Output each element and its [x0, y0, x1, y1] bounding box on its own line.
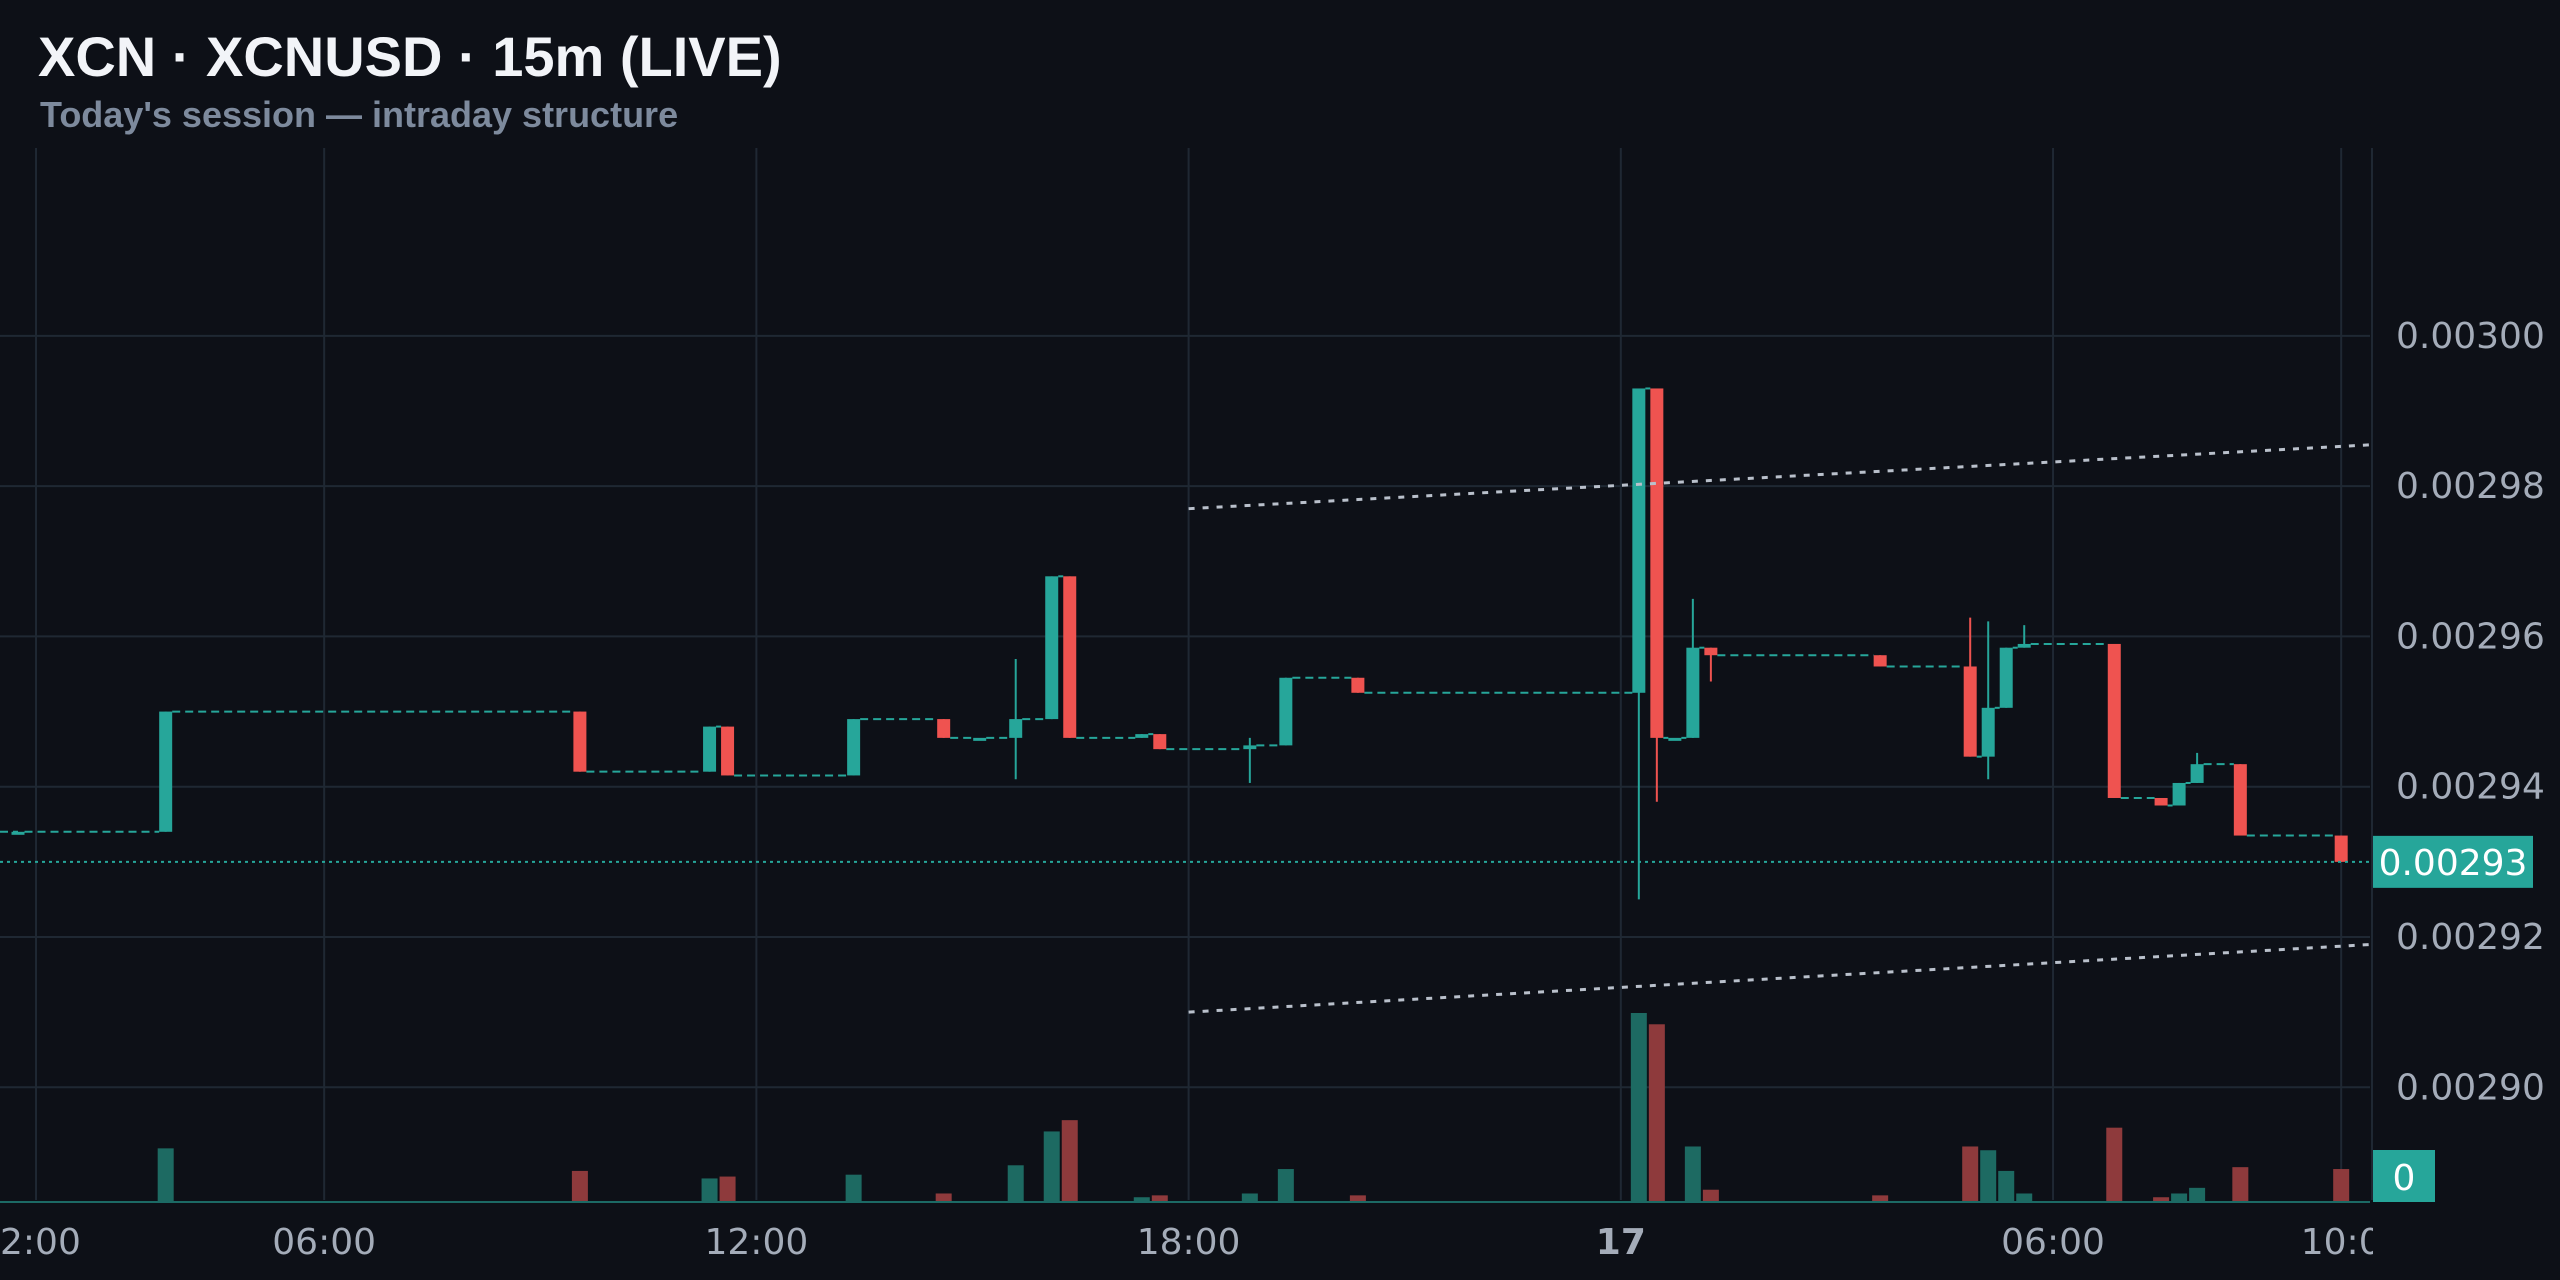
- x-tick-label: 12:00: [705, 1222, 809, 1263]
- candle-body: [973, 737, 987, 741]
- y-tick-label: 0.00298: [2396, 466, 2545, 507]
- volume-bar: [719, 1176, 736, 1201]
- volume-bar: [571, 1170, 588, 1201]
- volume-bar: [2016, 1193, 2033, 1201]
- volume-value-label: 0: [2393, 1158, 2416, 1199]
- candle-body: [2172, 782, 2186, 806]
- candle-body: [1686, 647, 1700, 738]
- volume-bar: [1872, 1195, 1889, 1201]
- chart-title: XCN · XCNUSD · 15m (LIVE): [38, 25, 782, 88]
- y-tick-label: 0.00294: [2396, 767, 2545, 808]
- volume-bar: [1133, 1197, 1150, 1201]
- y-tick-label: 0.00296: [2396, 616, 2545, 657]
- volume-bar: [2333, 1169, 2350, 1201]
- candle-body: [1999, 647, 2013, 708]
- candle-body: [1650, 388, 1664, 738]
- volume-value-tag: [2373, 1150, 2435, 1202]
- volume-bar: [2153, 1197, 2170, 1201]
- candle-body: [1351, 677, 1365, 693]
- x-tick-label: 18:00: [1137, 1222, 1241, 1263]
- candle-body: [1243, 745, 1257, 750]
- x-tick-label: 17: [1596, 1222, 1646, 1263]
- candle-body: [573, 711, 587, 772]
- candle-body: [1279, 677, 1293, 746]
- chart-subtitle: Today's session — intraday structure: [40, 94, 679, 135]
- x-tick-label: 06:00: [272, 1222, 376, 1263]
- candle-body: [2190, 764, 2204, 783]
- candle-body: [2233, 764, 2247, 836]
- candle-body: [159, 711, 173, 832]
- candle-body: [1153, 734, 1167, 750]
- volume-bar: [1043, 1131, 1060, 1201]
- candle-body: [2154, 797, 2168, 806]
- volume-bar: [157, 1148, 174, 1201]
- volume-bar: [1241, 1193, 1258, 1201]
- x-tick-label: 2:00: [0, 1222, 81, 1263]
- volume-bar: [1151, 1195, 1168, 1201]
- volume-bar: [701, 1178, 718, 1201]
- candle-body: [1063, 576, 1077, 738]
- y-tick-label: 0.00292: [2396, 917, 2545, 958]
- volume-bar: [845, 1174, 862, 1201]
- last-price-tag: [2373, 835, 2533, 888]
- volume-bar: [2232, 1167, 2249, 1201]
- volume-bar: [1349, 1195, 1366, 1201]
- volume-bar: [935, 1193, 952, 1201]
- candle-body: [703, 726, 717, 772]
- volume-bar: [1061, 1120, 1078, 1201]
- volume-bar: [1702, 1189, 1719, 1201]
- volume-bar: [1007, 1165, 1024, 1201]
- volume-bar: [1962, 1146, 1979, 1201]
- trendline: [1188, 943, 2371, 1014]
- volume-bar: [2189, 1187, 2206, 1201]
- candle-body: [1632, 388, 1646, 693]
- candle-body: [1981, 707, 1995, 757]
- last-price-label: 0.00293: [2379, 843, 2528, 884]
- x-tick-label: 10:0: [2301, 1222, 2382, 1263]
- candle-body: [2107, 643, 2121, 798]
- axis-corner: [2373, 1205, 2560, 1280]
- volume-bar: [2171, 1193, 2188, 1201]
- candle-body: [1045, 576, 1059, 720]
- trendline: [1188, 443, 2371, 511]
- candle-body: [847, 719, 861, 776]
- volume-bar: [1998, 1170, 2015, 1201]
- volume-bar: [1648, 1024, 1665, 1201]
- volume-bar: [1277, 1169, 1294, 1201]
- candle-body: [1704, 647, 1718, 656]
- candle-body: [1873, 655, 1887, 667]
- candle-body: [2334, 835, 2348, 862]
- candle-body: [1009, 719, 1023, 738]
- candle-body: [11, 831, 25, 835]
- x-tick-label: 06:00: [2001, 1222, 2105, 1263]
- candle-body: [721, 726, 735, 776]
- volume-bar: [1630, 1013, 1647, 1201]
- y-tick-label: 0.00290: [2396, 1067, 2545, 1108]
- candle-body: [937, 719, 951, 738]
- y-tick-label: 0.00300: [2396, 316, 2545, 357]
- candle-body: [1135, 734, 1149, 738]
- volume-bar: [2106, 1127, 2123, 1201]
- candle-body: [1668, 737, 1682, 741]
- volume-bar: [1980, 1150, 1997, 1201]
- volume-bar: [1684, 1146, 1701, 1201]
- candle-body: [1963, 666, 1977, 757]
- candle-body: [2017, 643, 2031, 648]
